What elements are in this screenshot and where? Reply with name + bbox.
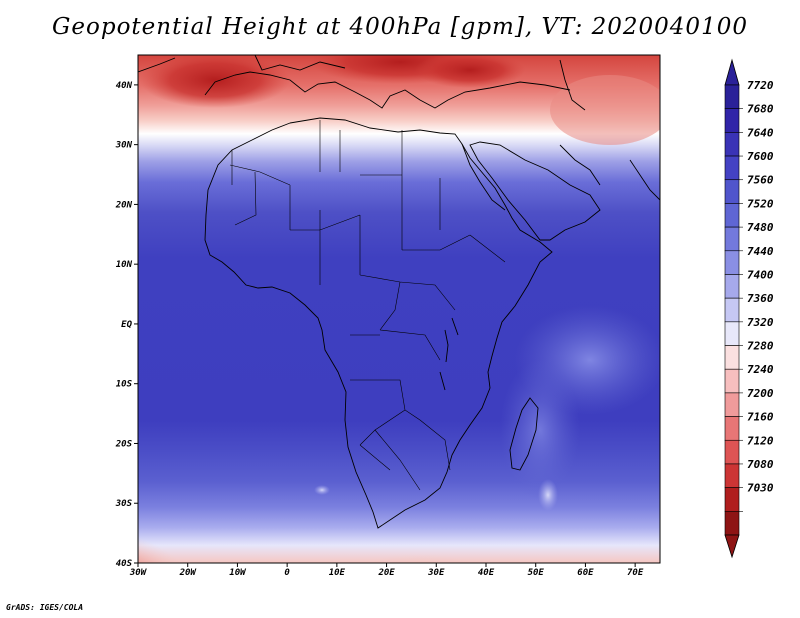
pale-spot-southwest	[314, 485, 330, 495]
colorbar-label: 7320	[747, 316, 774, 329]
europe-coastline	[138, 55, 571, 109]
arabia-coastline	[469, 141, 601, 241]
lon-tick-label: 50E	[528, 568, 545, 578]
pale-spot-south	[538, 479, 558, 511]
colorbar-label: 7440	[747, 245, 774, 258]
colorbar-label: 7200	[747, 387, 774, 400]
lat-tick-label: EQ	[121, 320, 132, 330]
colorbar-label: 7680	[747, 103, 774, 116]
low-height-southwest	[138, 528, 198, 563]
colorbar-top-arrow	[724, 58, 740, 86]
longitude-axis: 30W 20W 10W 0 10E 20E 30E 40E 50E 60E 70E	[129, 563, 644, 578]
colorbar-swatch	[724, 108, 740, 133]
colorbar-swatch	[724, 274, 740, 299]
colorbar-swatch	[724, 155, 740, 181]
colorbar-label: 7120	[747, 434, 774, 447]
colorbar-swatch	[724, 439, 740, 465]
colorbar-label: 7560	[747, 174, 774, 187]
colorbar-swatch	[724, 226, 740, 252]
grads-credit: GrADS: IGES/COLA	[6, 603, 84, 612]
great-lakes-coastline	[439, 317, 459, 391]
pink-south-atlantic	[365, 541, 475, 563]
colorbar-swatch	[724, 463, 740, 488]
coastlines	[138, 55, 660, 529]
colorbar-label: 7280	[747, 340, 774, 353]
colorbar-bottom-arrow	[724, 534, 740, 559]
colorbar-swatch	[724, 297, 740, 323]
lat-tick-label: 10N	[116, 260, 133, 270]
lon-tick-label: 10W	[229, 568, 247, 578]
pink-iran	[550, 75, 660, 145]
lon-tick-label: 20W	[179, 568, 198, 578]
colorbar-label: 7600	[747, 150, 774, 163]
lat-tick-label: 30N	[115, 141, 133, 151]
colorbar-label: 7400	[747, 268, 774, 281]
colorbar-label: 7520	[747, 197, 774, 210]
height-field	[138, 55, 660, 563]
colorbar-swatch	[724, 179, 740, 204]
lat-tick-label: 10S	[116, 380, 133, 390]
colorbar-label: 7160	[747, 411, 774, 424]
lon-tick-label: 70E	[627, 568, 644, 578]
persian-gulf-coastline	[559, 144, 601, 186]
africa-coastline	[204, 117, 553, 529]
colorbar-swatch	[724, 250, 740, 275]
caspian-coastline	[559, 59, 586, 111]
lat-tick-label: 20S	[115, 439, 133, 449]
colorbar-label: 7480	[747, 221, 774, 234]
lighter-mozambique	[500, 360, 580, 500]
lon-tick-label: 0	[284, 568, 290, 578]
lon-tick-label: 30E	[427, 568, 445, 578]
colorbar-swatch	[724, 368, 740, 394]
lat-tick-label: 30S	[115, 499, 133, 509]
lon-tick-label: 60E	[577, 568, 594, 578]
colorbar-label: 7640	[747, 126, 774, 139]
colorbar-label: 7720	[747, 79, 774, 92]
border-lines	[229, 120, 506, 491]
madagascar-coastline	[509, 397, 539, 471]
lat-tick-label: 20N	[115, 200, 133, 210]
colorbar-swatch	[724, 321, 740, 346]
colorbar-swatch	[724, 416, 740, 441]
high-west-europe	[140, 55, 290, 108]
colorbar-swatch	[724, 511, 740, 536]
map-title: Geopotential Height at 400hPa [gpm], VT:…	[52, 14, 748, 40]
colorbar-label: 7240	[747, 363, 774, 376]
lon-tick-label: 10E	[329, 568, 346, 578]
colorbar-swatch	[724, 132, 740, 157]
lat-tick-label: 40S	[116, 559, 133, 569]
colorbar-swatch	[724, 345, 740, 370]
colorbar-label: 7030	[747, 482, 774, 495]
lon-tick-label: 40E	[478, 568, 495, 578]
latitude-axis: 40N 30N 20N 10N EQ 10S 20S 30S 40S	[115, 81, 138, 569]
colorbar-label: 7360	[747, 292, 774, 305]
lon-tick-label: 30W	[129, 568, 148, 578]
colorbar-label: 7080	[747, 458, 774, 471]
colorbar-swatch	[724, 487, 740, 512]
lon-tick-label: 20E	[377, 568, 395, 578]
lat-tick-label: 40N	[116, 81, 133, 91]
india-coastline	[629, 159, 660, 201]
country-borders	[229, 120, 506, 491]
red-sea-coastline	[461, 143, 506, 211]
colorbar: 7720 7680 7640 7600 7560 7520 7480 7440 7400 7360…	[724, 58, 774, 559]
colorbar-swatch	[724, 392, 740, 417]
colorbar-swatch	[724, 84, 740, 109]
map-frame	[137, 54, 661, 564]
high-anatolia	[415, 55, 525, 88]
colorbar-swatch	[724, 203, 740, 228]
